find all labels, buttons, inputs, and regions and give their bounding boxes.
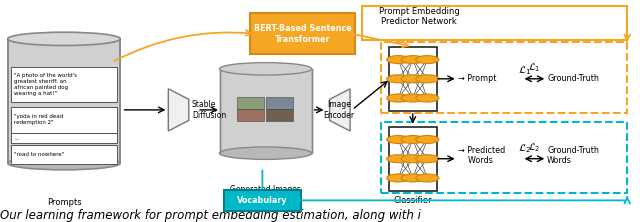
- Bar: [381, 42, 627, 113]
- Circle shape: [416, 135, 439, 143]
- Bar: [11, 133, 117, 143]
- Circle shape: [416, 56, 439, 63]
- Text: ...: ...: [14, 136, 19, 141]
- Circle shape: [401, 94, 424, 102]
- Bar: [237, 97, 264, 109]
- Text: "A photo of the world's
greatest sheriff: an
african painted dog
wearing a hat!": "A photo of the world's greatest sheriff…: [14, 73, 77, 95]
- Circle shape: [387, 75, 410, 83]
- Bar: [220, 69, 312, 153]
- Circle shape: [387, 135, 410, 143]
- Circle shape: [387, 94, 410, 102]
- Text: Image
Encoder: Image Encoder: [324, 100, 355, 120]
- Circle shape: [387, 155, 410, 163]
- Text: $\mathcal{L}_2$: $\mathcal{L}_2$: [518, 142, 531, 155]
- Text: Ground-Truth: Ground-Truth: [547, 74, 599, 83]
- Text: "yoda in red dead
redemption 2": "yoda in red dead redemption 2": [14, 115, 63, 125]
- Bar: [362, 6, 627, 40]
- Text: Vocabulary: Vocabulary: [237, 196, 288, 205]
- Ellipse shape: [8, 157, 120, 170]
- Polygon shape: [168, 89, 189, 131]
- Text: → Prompt: → Prompt: [458, 74, 496, 83]
- Text: Classifier: Classifier: [394, 196, 432, 205]
- Ellipse shape: [8, 32, 120, 46]
- Polygon shape: [330, 89, 350, 131]
- Bar: [266, 109, 293, 121]
- Ellipse shape: [220, 63, 312, 75]
- Bar: [11, 67, 117, 102]
- Bar: [11, 107, 117, 133]
- Bar: [389, 127, 436, 191]
- Bar: [237, 109, 264, 121]
- Text: Stable
Diffusion: Stable Diffusion: [192, 100, 227, 120]
- Circle shape: [416, 174, 439, 182]
- Text: Generated Images: Generated Images: [230, 185, 301, 194]
- Bar: [266, 97, 293, 109]
- Text: $\mathcal{L}_1$: $\mathcal{L}_1$: [528, 61, 541, 74]
- Circle shape: [401, 174, 424, 182]
- Ellipse shape: [220, 147, 312, 159]
- Circle shape: [401, 135, 424, 143]
- Text: → Predicted
    Words: → Predicted Words: [458, 146, 505, 165]
- Text: $\mathcal{L}_2$: $\mathcal{L}_2$: [528, 141, 541, 154]
- Circle shape: [416, 94, 439, 102]
- Text: $\mathcal{L}_1$: $\mathcal{L}_1$: [518, 65, 531, 77]
- Circle shape: [401, 56, 424, 63]
- Bar: [8, 39, 120, 163]
- Bar: [389, 47, 436, 111]
- Bar: [11, 145, 117, 164]
- FancyBboxPatch shape: [224, 190, 301, 211]
- Text: Prompts: Prompts: [47, 198, 81, 206]
- Circle shape: [416, 155, 439, 163]
- Text: Prompt Embedding
Predictor Network: Prompt Embedding Predictor Network: [379, 7, 460, 26]
- FancyBboxPatch shape: [250, 13, 355, 54]
- Circle shape: [401, 155, 424, 163]
- Text: Our learning framework for prompt embedding estimation, along with i: Our learning framework for prompt embedd…: [0, 209, 421, 222]
- Circle shape: [401, 75, 424, 83]
- Text: "road to nowhere": "road to nowhere": [14, 152, 65, 157]
- Text: Ground-Truth
Words: Ground-Truth Words: [547, 146, 599, 165]
- Circle shape: [387, 174, 410, 182]
- Text: BERT-Based Sentence
Transformer: BERT-Based Sentence Transformer: [253, 24, 351, 44]
- Circle shape: [416, 75, 439, 83]
- Bar: [381, 122, 627, 193]
- Circle shape: [387, 56, 410, 63]
